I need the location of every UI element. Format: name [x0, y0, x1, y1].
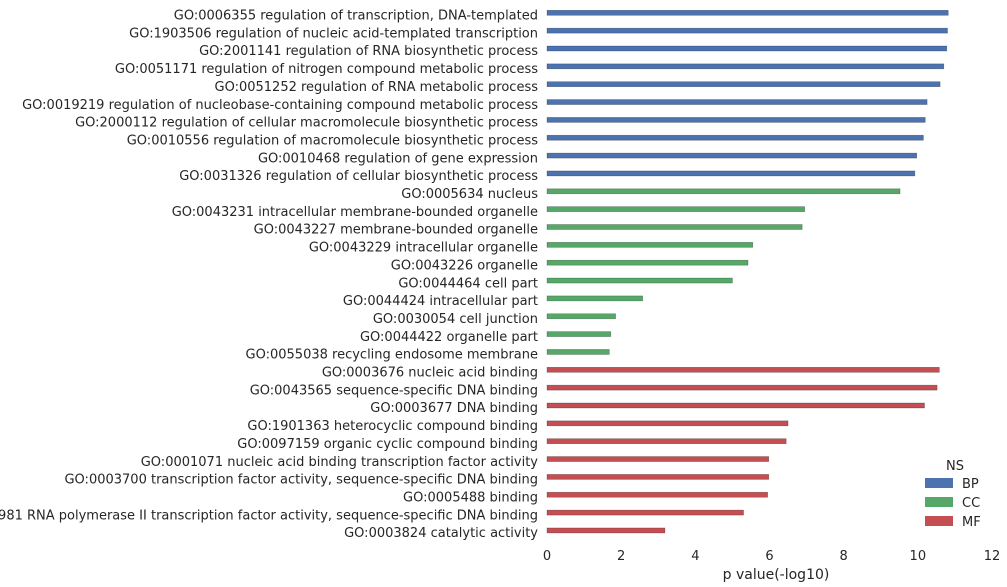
category-label: GO:0043231 intracellular membrane-bounde…: [172, 205, 538, 220]
legend-label-cc: CC: [962, 496, 980, 511]
category-label: GO:0006355 regulation of transcription, …: [174, 9, 538, 24]
category-label: GO:0044464 cell part: [398, 276, 538, 291]
bar-cc: [546, 331, 612, 337]
category-label: GO:0003700 transcription factor activity…: [64, 473, 538, 488]
category-label: GO:0005488 binding: [403, 490, 538, 505]
bars-layer: [546, 10, 949, 534]
bar-cc: [546, 277, 733, 284]
bar-bp: [546, 170, 916, 177]
category-label: GO:0019219 regulation of nucleobase-cont…: [22, 98, 538, 113]
category-label: GO:0003824 catalytic activity: [344, 526, 538, 541]
bar-mf: [546, 491, 768, 498]
bar-mf: [546, 456, 770, 462]
bar-mf: [546, 384, 938, 391]
x-tick-label: 2: [617, 549, 625, 564]
category-label: GO:0030054 cell junction: [373, 312, 538, 327]
category-label: GO:0055038 recycling endosome membrane: [246, 348, 538, 363]
x-axis: 0 2 4 6 8 10 12: [543, 549, 1000, 564]
x-tick-label: 10: [910, 549, 927, 564]
legend-label-mf: MF: [962, 515, 981, 530]
category-label: GO:0043226 organelle: [391, 258, 538, 273]
x-tick-label: 12: [984, 549, 1001, 564]
bar-mf: [546, 420, 789, 427]
legend-swatch-cc: [925, 497, 953, 507]
bar-cc: [546, 242, 754, 248]
bar-bp: [546, 152, 918, 159]
bar-cc: [546, 349, 610, 355]
bar-bp: [546, 63, 945, 70]
bar-cc: [546, 295, 643, 302]
category-label: GO:0000981 RNA polymerase II transcripti…: [0, 508, 538, 523]
category-label: GO:0044422 organelle part: [360, 330, 538, 345]
bar-cc: [546, 188, 901, 195]
bar-mf: [546, 509, 744, 516]
legend-swatch-mf: [925, 516, 953, 526]
category-label: GO:0010556 regulation of macromolecule b…: [127, 133, 538, 148]
bar-bp: [546, 99, 928, 105]
legend: NS BP CC MF: [925, 459, 981, 530]
x-tick-label: 8: [840, 549, 848, 564]
bar-bp: [546, 45, 948, 52]
category-label: GO:0051252 regulation of RNA metabolic p…: [215, 80, 539, 95]
bar-bp: [546, 10, 949, 16]
category-label: GO:0003676 nucleic acid binding: [322, 366, 538, 381]
category-label: GO:0005634 nucleus: [401, 187, 538, 202]
x-tick-label: 6: [765, 549, 773, 564]
x-tick-label: 0: [543, 549, 551, 564]
x-axis-label: p value(-log10): [723, 567, 830, 583]
category-label: GO:2001141 regulation of RNA biosyntheti…: [199, 44, 538, 59]
category-label: GO:0043565 sequence-specific DNA binding: [250, 383, 538, 398]
legend-label-bp: BP: [962, 477, 979, 492]
x-tick-label: 4: [691, 549, 699, 564]
bar-cc: [546, 313, 616, 320]
category-label: GO:1901363 heterocyclic compound binding: [247, 419, 538, 434]
bar-bp: [546, 134, 924, 141]
bar-bp: [546, 117, 926, 123]
category-label: GO:0051171 regulation of nitrogen compou…: [115, 62, 538, 77]
category-label: GO:0097159 organic cyclic compound bindi…: [237, 437, 538, 452]
bar-mf: [546, 402, 925, 409]
bar-cc: [546, 206, 806, 212]
category-label: GO:2000112 regulation of cellular macrom…: [75, 116, 538, 131]
bar-bp: [546, 27, 948, 34]
bar-bp: [546, 81, 941, 87]
legend-swatch-bp: [925, 478, 953, 488]
legend-title: NS: [946, 459, 964, 474]
category-label: GO:0010468 regulation of gene expression: [258, 151, 538, 166]
category-label: GO:0044424 intracellular part: [343, 294, 538, 309]
bar-mf: [546, 366, 940, 373]
category-label: GO:0003677 DNA binding: [370, 401, 538, 416]
bar-mf: [546, 474, 770, 480]
category-label: GO:0031326 regulation of cellular biosyn…: [179, 169, 538, 184]
category-label: GO:1903506 regulation of nucleic acid-te…: [129, 26, 538, 41]
category-label: GO:0001071 nucleic acid binding transcri…: [141, 455, 539, 470]
category-labels: GO:0006355 regulation of transcription, …: [0, 9, 538, 542]
bar-mf: [546, 438, 787, 445]
category-label: GO:0043229 intracellular organelle: [309, 241, 538, 256]
bar-cc: [546, 259, 749, 266]
bar-cc: [546, 224, 803, 230]
category-label: GO:0043227 membrane-bounded organelle: [254, 223, 538, 238]
bar-mf: [546, 527, 666, 534]
